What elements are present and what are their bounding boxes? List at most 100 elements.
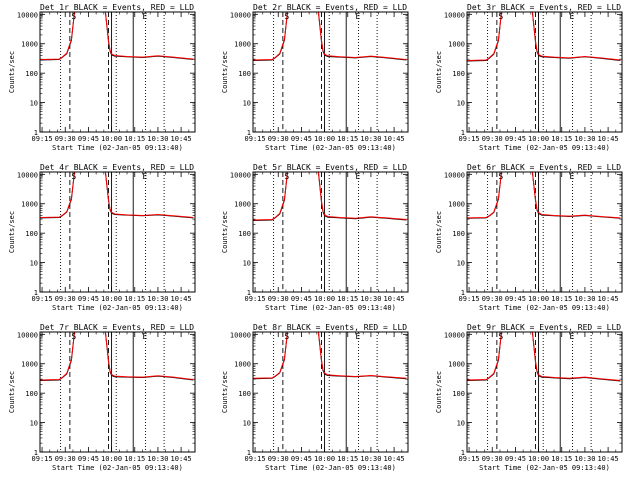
x-tick-label: 10:30 bbox=[574, 135, 595, 143]
y-tick-label: 10 bbox=[457, 260, 465, 268]
plot-frame bbox=[466, 331, 623, 453]
x-tick-label: 09:45 bbox=[505, 135, 526, 143]
y-tick-label: 10000 bbox=[17, 11, 38, 19]
marker-label-s: S bbox=[71, 172, 76, 181]
y-tick-label: 10 bbox=[243, 420, 251, 428]
y-tick-label: 100 bbox=[238, 390, 251, 398]
series-lld-line bbox=[253, 172, 407, 221]
x-tick-label: 10:15 bbox=[551, 135, 572, 143]
detector-chart-5: Det 5r BLACK = Events, RED = LLD 1 10 100 10… bbox=[221, 163, 409, 312]
x-tick-label: 09:15 bbox=[459, 455, 480, 463]
x-axis-label: Start Time (02-Jan-05 09:13:40) bbox=[52, 464, 183, 472]
y-tick-label: 1000 bbox=[234, 201, 251, 209]
x-tick-label: 10:45 bbox=[598, 135, 619, 143]
y-tick-label: 1 bbox=[34, 289, 38, 297]
marker-label-s: S bbox=[284, 332, 289, 341]
chart-title: Det 8r BLACK = Events, RED = LLD bbox=[253, 323, 407, 332]
y-tick-label: 1 bbox=[247, 289, 251, 297]
x-tick-label: 10:30 bbox=[574, 455, 595, 463]
chart-title: Det 6r BLACK = Events, RED = LLD bbox=[467, 163, 621, 172]
y-tick-label: 10 bbox=[243, 100, 251, 108]
y-tick-label: 100 bbox=[25, 230, 38, 238]
x-tick-label: 09:15 bbox=[459, 295, 480, 303]
y-tick-label: 10000 bbox=[230, 171, 251, 179]
x-axis-label: Start Time (02-Jan-05 09:13:40) bbox=[479, 304, 610, 312]
y-axis-label: Counts/sec bbox=[221, 211, 229, 253]
marker-label-e: E bbox=[355, 12, 360, 21]
y-tick-label: 1000 bbox=[234, 361, 251, 369]
x-tick-label: 09:45 bbox=[78, 455, 99, 463]
series-lld-line bbox=[40, 12, 194, 61]
x-tick-label: 09:30 bbox=[268, 455, 289, 463]
detector-chart-9: Det 9r BLACK = Events, RED = LLD 1 10 100 10… bbox=[435, 323, 623, 472]
x-tick-label: 10:45 bbox=[384, 295, 405, 303]
y-tick-label: 1000 bbox=[448, 201, 465, 209]
detector-chart-3: Det 3r BLACK = Events, RED = LLD 1 10 100 10… bbox=[435, 3, 623, 152]
x-tick-label: 10:45 bbox=[598, 295, 619, 303]
x-tick-label: 10:30 bbox=[147, 135, 168, 143]
y-axis-label: Counts/sec bbox=[221, 51, 229, 93]
detector-chart-8: Det 8r BLACK = Events, RED = LLD 1 10 100 10… bbox=[221, 323, 409, 472]
series-events-line bbox=[467, 12, 621, 62]
x-tick-label: 10:30 bbox=[360, 295, 381, 303]
series-lld-line bbox=[467, 332, 621, 381]
x-tick-label: 10:00 bbox=[101, 455, 122, 463]
marker-label-s: S bbox=[498, 172, 503, 181]
plot-frame bbox=[466, 171, 623, 293]
x-axis-label: Start Time (02-Jan-05 09:13:40) bbox=[52, 144, 183, 152]
marker-label-e: E bbox=[569, 332, 574, 341]
series-events-line bbox=[40, 172, 194, 219]
detector-chart-2: Det 2r BLACK = Events, RED = LLD 1 10 100 10… bbox=[221, 3, 409, 152]
y-axis-label: Counts/sec bbox=[221, 371, 229, 413]
y-tick-label: 100 bbox=[238, 230, 251, 238]
x-axis-label: Start Time (02-Jan-05 09:13:40) bbox=[265, 464, 396, 472]
series-lld-line bbox=[40, 332, 194, 381]
chart-title: Det 7r BLACK = Events, RED = LLD bbox=[40, 323, 194, 332]
x-tick-label: 10:30 bbox=[360, 135, 381, 143]
x-tick-label: 09:15 bbox=[32, 135, 53, 143]
x-tick-label: 09:30 bbox=[55, 135, 76, 143]
marker-label-e: E bbox=[569, 172, 574, 181]
y-tick-label: 10000 bbox=[17, 331, 38, 339]
plot-frame bbox=[466, 11, 623, 133]
x-tick-label: 10:00 bbox=[528, 135, 549, 143]
x-tick-label: 10:30 bbox=[360, 455, 381, 463]
y-tick-label: 100 bbox=[25, 390, 38, 398]
x-tick-label: 10:45 bbox=[384, 455, 405, 463]
x-tick-label: 09:15 bbox=[245, 295, 266, 303]
x-tick-label: 09:30 bbox=[482, 135, 503, 143]
x-tick-label: 10:15 bbox=[124, 295, 145, 303]
y-tick-label: 100 bbox=[452, 230, 465, 238]
y-tick-label: 10 bbox=[30, 420, 38, 428]
x-axis-label: Start Time (02-Jan-05 09:13:40) bbox=[52, 304, 183, 312]
y-tick-label: 100 bbox=[238, 70, 251, 78]
y-tick-label: 10 bbox=[243, 260, 251, 268]
x-axis-label: Start Time (02-Jan-05 09:13:40) bbox=[479, 144, 610, 152]
x-tick-label: 09:45 bbox=[291, 455, 312, 463]
x-tick-label: 10:15 bbox=[124, 455, 145, 463]
y-tick-label: 10000 bbox=[444, 11, 465, 19]
y-tick-label: 100 bbox=[25, 70, 38, 78]
plot-frame bbox=[252, 171, 409, 293]
x-tick-label: 09:30 bbox=[55, 455, 76, 463]
x-axis-label: Start Time (02-Jan-05 09:13:40) bbox=[265, 304, 396, 312]
marker-label-s: S bbox=[284, 12, 289, 21]
y-axis-label: Counts/sec bbox=[8, 371, 16, 413]
x-tick-label: 10:15 bbox=[551, 295, 572, 303]
y-tick-label: 10 bbox=[457, 100, 465, 108]
x-tick-label: 10:00 bbox=[528, 455, 549, 463]
plot-frame bbox=[39, 11, 196, 133]
series-events-line bbox=[40, 332, 194, 381]
chart-title: Det 4r BLACK = Events, RED = LLD bbox=[40, 163, 194, 172]
chart-title: Det 1r BLACK = Events, RED = LLD bbox=[40, 3, 194, 12]
plot-frame bbox=[39, 331, 196, 453]
x-tick-label: 09:30 bbox=[55, 295, 76, 303]
x-tick-label: 09:30 bbox=[268, 295, 289, 303]
x-tick-label: 10:15 bbox=[337, 455, 358, 463]
series-events-line bbox=[253, 332, 407, 380]
y-tick-label: 1000 bbox=[21, 41, 38, 49]
x-tick-label: 10:00 bbox=[314, 295, 335, 303]
series-lld-line bbox=[253, 332, 407, 379]
x-tick-label: 09:45 bbox=[78, 135, 99, 143]
